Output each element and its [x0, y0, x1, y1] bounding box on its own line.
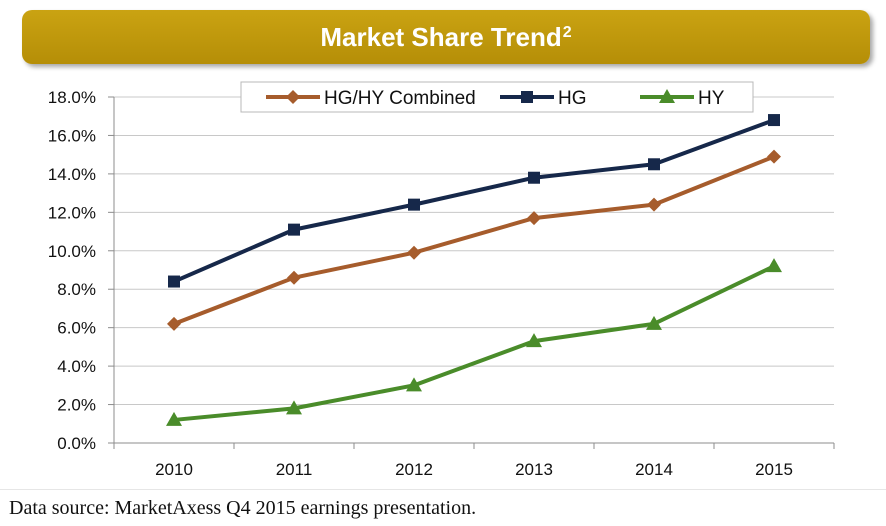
x-tick-label: 2015 — [755, 460, 793, 479]
legend-marker — [659, 89, 675, 103]
line-chart: 0.0% 2.0% 4.0% 6.0% 8.0% 10.0% 12.0% 14.0% 16.0%… — [48, 81, 835, 479]
x-tick-label: 2012 — [395, 460, 433, 479]
y-tick-label: 10.0% — [48, 242, 96, 261]
y-tick-label: 16.0% — [48, 126, 96, 145]
series-line-0 — [173, 154, 775, 326]
series-line-1 — [173, 118, 775, 284]
chart-title-banner: Market Share Trend 2 — [22, 10, 870, 64]
footnote-marker: 2 — [562, 24, 572, 41]
data-point-2 — [766, 258, 782, 273]
y-tick-label: 12.0% — [48, 203, 96, 222]
y-tick-label: 8.0% — [57, 280, 96, 299]
divider — [0, 489, 886, 490]
y-tick-label: 0.0% — [57, 434, 96, 453]
legend-label: HG — [558, 88, 587, 109]
y-tick-label: 14.0% — [48, 165, 96, 184]
legend-marker — [521, 91, 533, 103]
y-tick-label: 18.0% — [48, 88, 96, 107]
data-point-0 — [647, 197, 661, 212]
data-point-2 — [646, 315, 662, 330]
data-point-0 — [287, 270, 301, 285]
x-tick-label: 2010 — [155, 460, 193, 479]
x-tick-label: 2013 — [515, 460, 553, 479]
data-point-2 — [406, 377, 422, 392]
data-point-2 — [526, 333, 542, 348]
data-point-2 — [166, 411, 182, 426]
x-tick-label: 2014 — [635, 460, 673, 479]
data-point-0 — [767, 149, 781, 164]
y-tick-label: 6.0% — [57, 319, 96, 338]
data-point-0 — [527, 211, 541, 226]
y-tick-label: 4.0% — [57, 357, 96, 376]
legend-label: HY — [698, 88, 725, 109]
data-point-1 — [648, 158, 660, 171]
data-source-caption: Data source: MarketAxess Q4 2015 earning… — [9, 497, 477, 519]
data-point-1 — [528, 171, 540, 184]
x-tick-label: 2011 — [276, 460, 313, 479]
legend-label: HG/HY Combined — [324, 88, 476, 109]
data-point-1 — [768, 114, 780, 127]
y-tick-label: 2.0% — [57, 396, 96, 415]
data-point-1 — [408, 198, 420, 211]
data-point-1 — [168, 275, 180, 288]
data-point-0 — [407, 245, 421, 260]
series-line-2 — [173, 264, 775, 422]
data-point-2 — [286, 400, 302, 415]
chart-title: Market Share Trend — [320, 21, 562, 52]
data-point-0 — [167, 316, 181, 331]
legend-marker — [286, 90, 300, 104]
data-point-1 — [288, 223, 300, 236]
